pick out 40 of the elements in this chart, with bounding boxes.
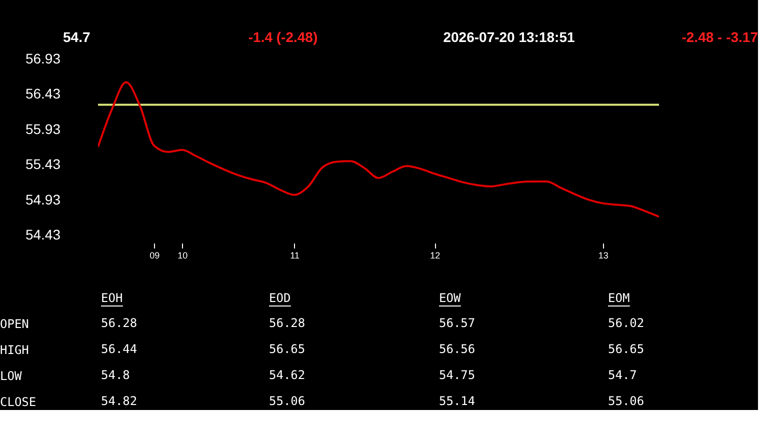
x-tick-label: 11 — [290, 250, 300, 260]
x-tick-label: 13 — [598, 250, 608, 260]
y-tick-label: 54.43 — [25, 226, 61, 242]
text: 2026-07-20 13:18:51 — [443, 29, 575, 45]
text: -1.4 (-2.48) — [248, 29, 318, 45]
y-tick-label: 54.93 — [25, 191, 61, 208]
text: 54.8 — [101, 368, 130, 382]
text: 54.75 — [439, 368, 476, 382]
text: 54.7 — [608, 368, 637, 382]
x-tick-label: 10 — [178, 250, 188, 260]
category-label: EOW — [439, 291, 462, 305]
text: 54.7 — [63, 29, 90, 45]
text: 56.02 — [608, 316, 644, 330]
text: 56.65 — [608, 342, 644, 356]
category-label: OPEN — [0, 317, 29, 331]
y-tick-label: 56.43 — [25, 86, 61, 102]
text: 56.65 — [269, 342, 306, 356]
text: 56.28 — [101, 316, 138, 330]
text: 56.57 — [439, 316, 476, 330]
category-label: EOD — [269, 291, 291, 305]
line-series — [98, 81, 659, 218]
y-tick-label: 56.93 — [25, 50, 61, 66]
text: 55.14 — [439, 394, 476, 408]
text: 54.62 — [269, 368, 306, 382]
text: -2.48 - -3.17 — [682, 29, 758, 45]
category-label: EOH — [101, 291, 123, 305]
text: 56.44 — [101, 342, 138, 356]
text: 54.82 — [101, 394, 138, 408]
category-label: CLOSE — [0, 395, 36, 409]
category-label: HIGH — [0, 343, 29, 357]
x-tick-label: 12 — [430, 250, 440, 260]
text: 55.06 — [608, 394, 644, 408]
text: 55.06 — [269, 394, 306, 408]
text: 56.28 — [269, 316, 306, 330]
y-tick-label: 55.93 — [25, 120, 61, 137]
x-tick-label: 09 — [150, 250, 160, 260]
text: 56.56 — [439, 342, 476, 356]
category-label: EOM — [608, 291, 630, 305]
y-tick-label: 55.43 — [25, 156, 61, 172]
category-label: LOW — [0, 369, 22, 383]
